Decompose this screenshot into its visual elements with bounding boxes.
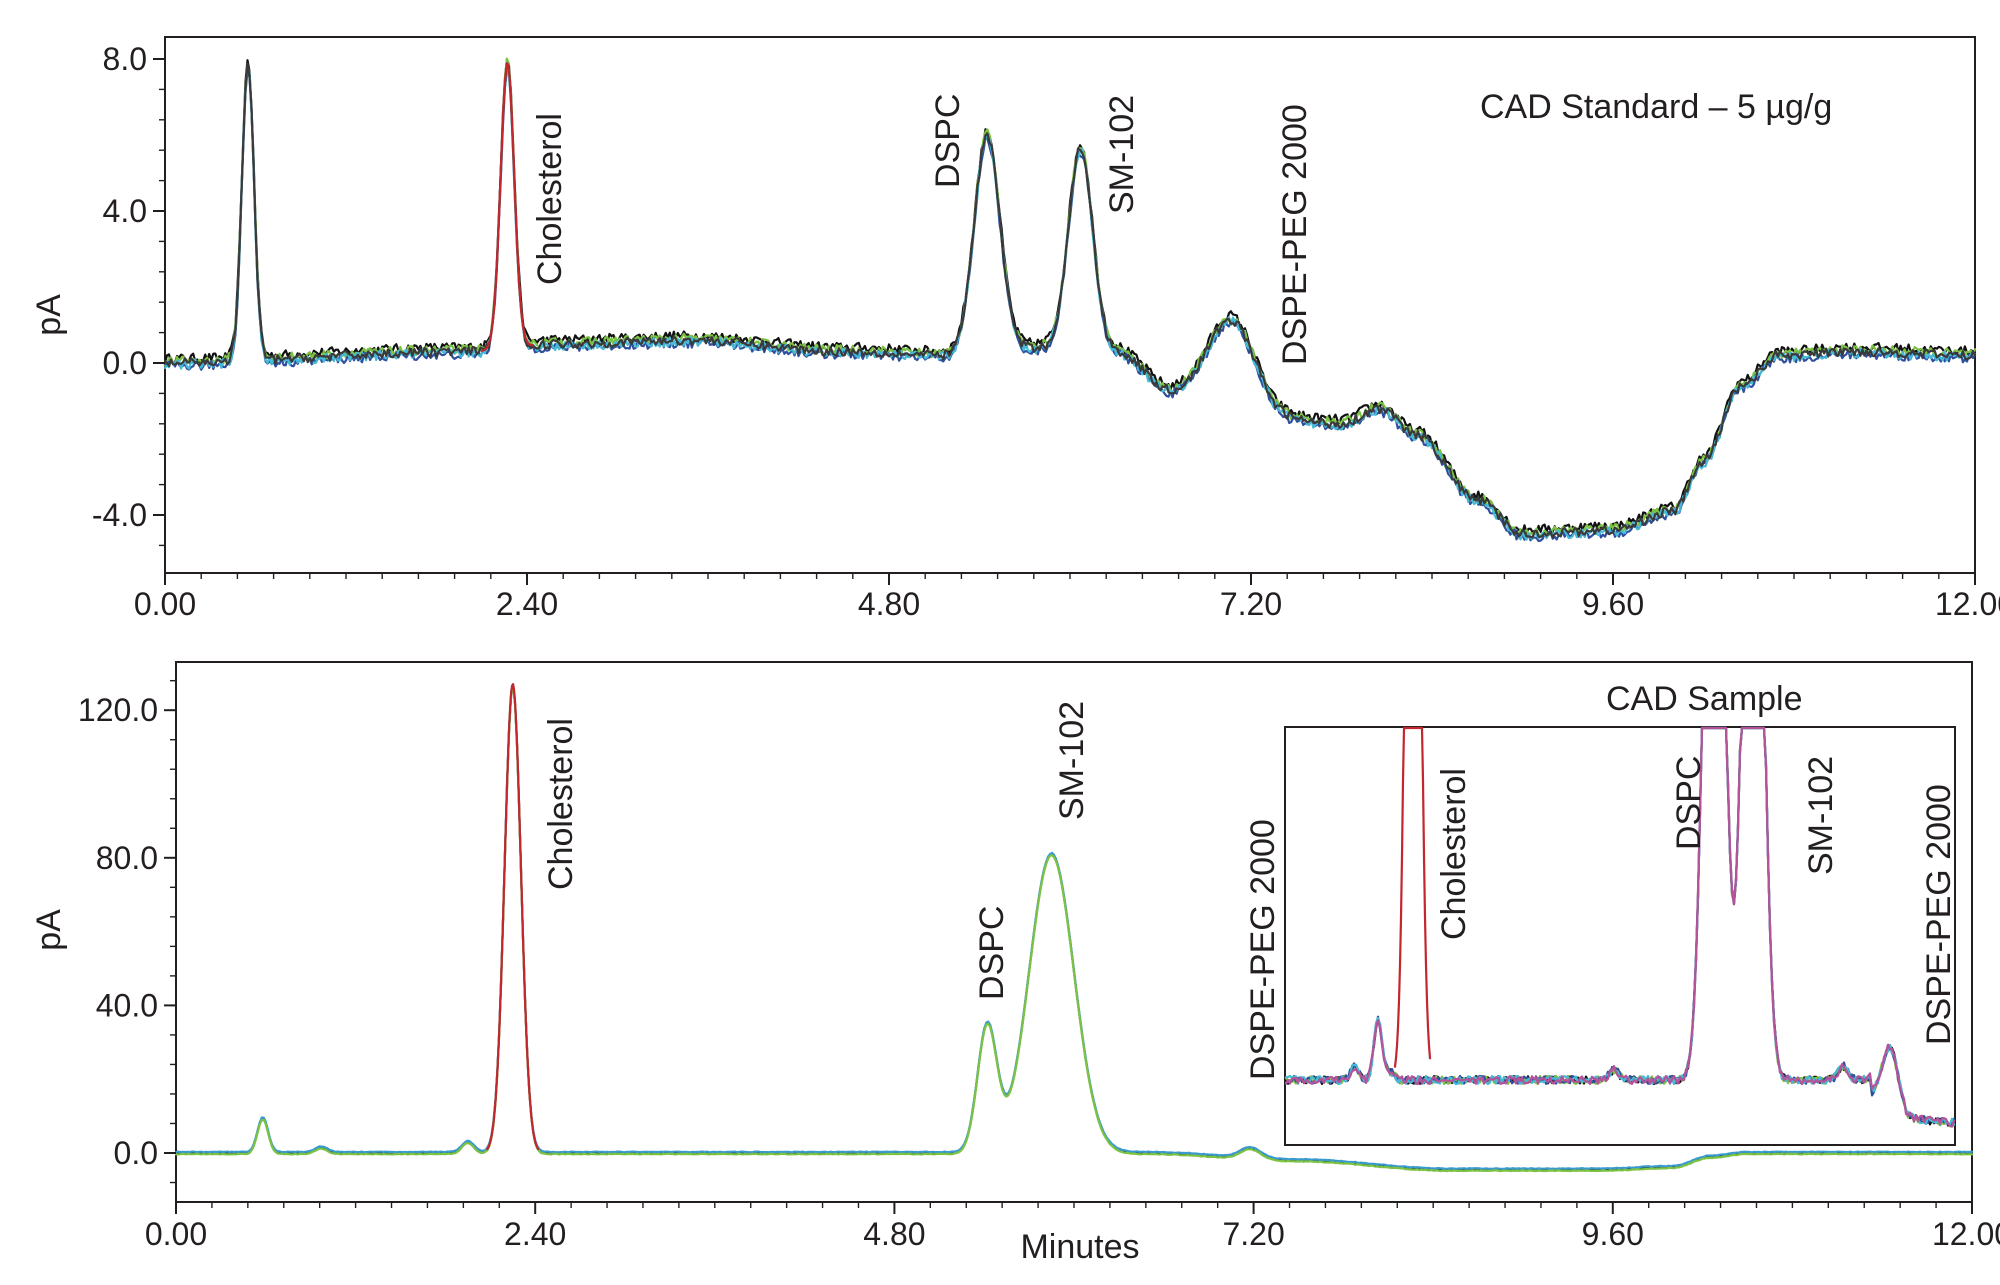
inset-peak-label-cholesterol: Cholesterol: [1435, 768, 1473, 940]
inset-title: CAD Sample: [1606, 680, 1803, 718]
top-peak-label-cholesterol: Cholesterol: [531, 113, 569, 285]
bottom-chromatogram-panel: 0.00 2.40 4.80 7.20 9.60 12.00 120.0 80.0 40.0 0.…: [30, 661, 2000, 1266]
bottom-x-axis-label: Minutes: [1020, 1228, 1139, 1266]
top-traces-group: [163, 57, 1977, 543]
bottom-x-tick-label: 7.20: [1222, 1216, 1284, 1252]
inset-traces-group: [1284, 726, 1956, 1128]
top-series-line-4: [163, 64, 1977, 541]
inset-series-line-5: [1284, 726, 1956, 1128]
bottom-y-tick-label: 80.0: [96, 840, 158, 876]
top-peak-label-dspc: DSPC: [929, 94, 967, 188]
inset-peak-label-sm102: SM-102: [1802, 756, 1840, 875]
top-y-tick-label: 8.0: [103, 41, 147, 77]
bottom-peak-label-cholesterol: Cholesterol: [542, 718, 580, 890]
bottom-x-tick-label: 12.00: [1932, 1216, 2000, 1252]
bottom-x-tick-label: 2.40: [504, 1216, 566, 1252]
top-x-tick-label: 12.00: [1935, 586, 2000, 622]
top-chart-title: CAD Standard – 5 µg/g: [1480, 88, 1832, 126]
bottom-y-tick-label: 0.0: [114, 1135, 158, 1171]
top-x-tick-label: 2.40: [496, 586, 558, 622]
inset-peak-label-dspe-peg-2000-left: DSPE-PEG 2000: [1244, 819, 1282, 1080]
bottom-traces-group: [174, 683, 1974, 1173]
cad-sample-inset: CAD Sample DSPE-PEG 2000 Cholesterol DSP…: [1244, 680, 1958, 1146]
inset-cholesterol-highlight-line: [1393, 726, 1432, 1068]
top-x-tick-label: 9.60: [1582, 586, 1644, 622]
bottom-peak-label-sm102: SM-102: [1053, 701, 1091, 820]
inset-peak-label-dspc: DSPC: [1670, 756, 1708, 850]
top-y-tick-label: -4.0: [92, 497, 147, 533]
bottom-y-tick-label: 40.0: [96, 987, 158, 1023]
bottom-x-tick-label: 0.00: [145, 1216, 207, 1252]
top-series-line-3: [163, 69, 1977, 543]
inset-frame: [1284, 726, 1956, 1146]
bottom-y-axis-label: pA: [30, 909, 68, 951]
bottom-x-tick-label: 9.60: [1582, 1216, 1644, 1252]
bottom-series-line-3: [174, 685, 1974, 1173]
top-series-line-5: [163, 62, 1977, 539]
top-x-tick-label: 0.00: [134, 586, 196, 622]
top-peak-label-sm102: SM-102: [1103, 95, 1141, 214]
top-chromatogram-panel: 0.00 2.40 4.80 7.20 9.60 12.00 8.0 4.0 0.0 -4.0 p…: [30, 36, 2000, 622]
top-peak-label-dspe-peg-2000: DSPE-PEG 2000: [1276, 104, 1314, 365]
inset-peak-label-dspe-peg-2000-right: DSPE-PEG 2000: [1920, 784, 1958, 1045]
bottom-axes-group: 0.00 2.40 4.80 7.20 9.60 12.00 120.0 80.0 40.0 0.…: [78, 679, 2000, 1252]
bottom-y-tick-label: 120.0: [78, 692, 158, 728]
top-x-tick-label: 7.20: [1220, 586, 1282, 622]
top-cholesterol-highlight-line: [480, 62, 535, 352]
bottom-x-tick-label: 4.80: [863, 1216, 925, 1252]
bottom-peak-label-dspc: DSPC: [973, 906, 1011, 1000]
top-y-tick-label: 0.0: [103, 345, 147, 381]
top-y-tick-label: 4.0: [103, 193, 147, 229]
top-x-tick-label: 4.80: [858, 586, 920, 622]
top-axes-group: 0.00 2.40 4.80 7.20 9.60 12.00 8.0 4.0 0.0 -4.0: [92, 41, 2000, 622]
bottom-cholesterol-highlight-line: [486, 683, 540, 1151]
top-y-axis-label: pA: [30, 294, 68, 336]
